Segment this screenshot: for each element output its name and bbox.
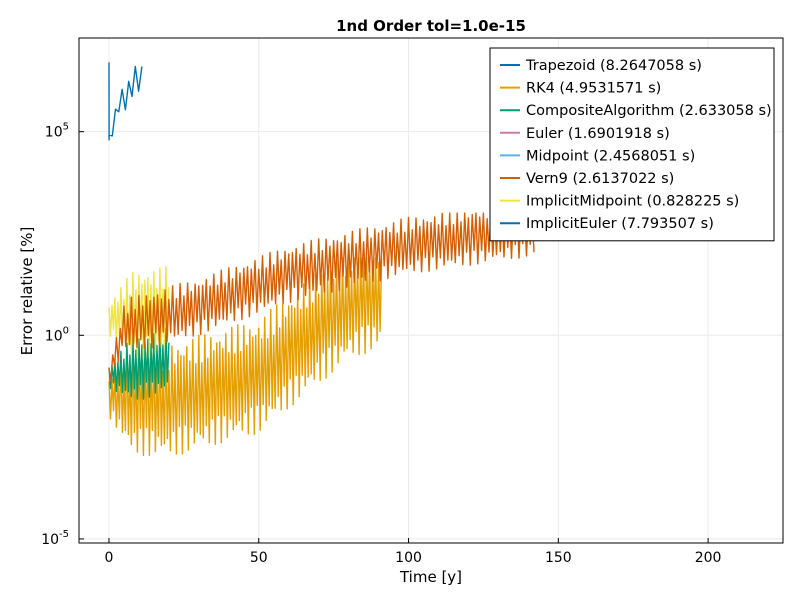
x-tick-label: 150 xyxy=(545,550,572,566)
y-tick-label: 100 xyxy=(45,325,69,344)
x-tick-label: 100 xyxy=(395,550,422,566)
legend-entry: Euler (1.6901918 s) xyxy=(526,126,670,142)
series-line xyxy=(108,62,143,141)
y-tick-label: 105 xyxy=(45,122,69,141)
legend-entry: Vern9 (2.6137022 s) xyxy=(526,171,674,187)
x-tick-label: 50 xyxy=(250,550,268,566)
chart-title: 1nd Order tol=1.0e-15 xyxy=(336,17,526,35)
legend-box xyxy=(489,47,775,242)
legend-entry: Trapezoid (8.2647058 s) xyxy=(525,58,702,74)
legend-entry: CompositeAlgorithm (2.633058 s) xyxy=(526,103,772,119)
series-line xyxy=(108,257,383,457)
y-ticks: 10-5 100 105 xyxy=(41,122,84,548)
x-tick-label: 200 xyxy=(695,550,722,566)
x-ticks: 0 50 100 150 200 xyxy=(104,538,721,566)
series-line xyxy=(108,327,170,400)
legend-entry: ImplicitMidpoint (0.828225 s) xyxy=(526,194,739,210)
plot-frame xyxy=(78,37,784,544)
y-axis-label: Error relative [%] xyxy=(18,227,36,356)
legend: Trapezoid (8.2647058 s) RK4 (4.9531571 s)… xyxy=(489,47,775,242)
y-tick-label: 10-5 xyxy=(41,529,69,548)
series-line xyxy=(108,212,535,383)
legend-entry: Midpoint (2.4568051 s) xyxy=(526,148,695,164)
x-tick-label: 0 xyxy=(104,550,113,566)
series-lines xyxy=(108,62,535,457)
legend-entry: ImplicitEuler (7.793507 s) xyxy=(526,216,714,232)
legend-entry: RK4 (4.9531571 s) xyxy=(526,81,661,97)
x-axis-label: Time [y] xyxy=(399,568,462,586)
